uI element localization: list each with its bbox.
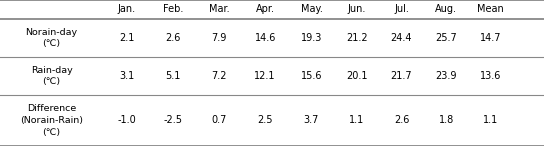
- Text: Norain-day
(℃): Norain-day (℃): [26, 28, 78, 48]
- Text: 2.6: 2.6: [394, 115, 409, 125]
- Text: 20.1: 20.1: [346, 71, 368, 81]
- Text: Mar.: Mar.: [209, 5, 229, 14]
- Text: Jul.: Jul.: [394, 5, 409, 14]
- Text: 23.9: 23.9: [435, 71, 457, 81]
- Text: 12.1: 12.1: [255, 71, 276, 81]
- Text: 19.3: 19.3: [301, 33, 322, 43]
- Text: 13.6: 13.6: [480, 71, 502, 81]
- Text: 21.2: 21.2: [346, 33, 368, 43]
- Text: Rain-day
(℃): Rain-day (℃): [31, 66, 72, 86]
- Text: 7.9: 7.9: [211, 33, 227, 43]
- Text: 3.7: 3.7: [304, 115, 319, 125]
- Text: 2.5: 2.5: [257, 115, 273, 125]
- Text: Feb.: Feb.: [163, 5, 183, 14]
- Text: 24.4: 24.4: [391, 33, 412, 43]
- Text: -2.5: -2.5: [163, 115, 182, 125]
- Text: 2.6: 2.6: [165, 33, 181, 43]
- Text: Aug.: Aug.: [435, 5, 457, 14]
- Text: Difference
(Norain-Rain)
(℃): Difference (Norain-Rain) (℃): [20, 104, 83, 137]
- Text: Jan.: Jan.: [118, 5, 135, 14]
- Text: 1.1: 1.1: [483, 115, 498, 125]
- Text: Jun.: Jun.: [348, 5, 366, 14]
- Text: 15.6: 15.6: [301, 71, 322, 81]
- Text: 25.7: 25.7: [435, 33, 457, 43]
- Text: 3.1: 3.1: [119, 71, 134, 81]
- Text: May.: May.: [300, 5, 323, 14]
- Text: -1.0: -1.0: [117, 115, 136, 125]
- Text: 2.1: 2.1: [119, 33, 134, 43]
- Text: 14.6: 14.6: [255, 33, 276, 43]
- Text: 5.1: 5.1: [165, 71, 181, 81]
- Text: Mean: Mean: [477, 5, 504, 14]
- Text: 0.7: 0.7: [211, 115, 227, 125]
- Text: 1.1: 1.1: [349, 115, 364, 125]
- Text: 7.2: 7.2: [211, 71, 227, 81]
- Text: Apr.: Apr.: [256, 5, 275, 14]
- Text: 1.8: 1.8: [438, 115, 454, 125]
- Text: 21.7: 21.7: [391, 71, 412, 81]
- Text: 14.7: 14.7: [480, 33, 502, 43]
